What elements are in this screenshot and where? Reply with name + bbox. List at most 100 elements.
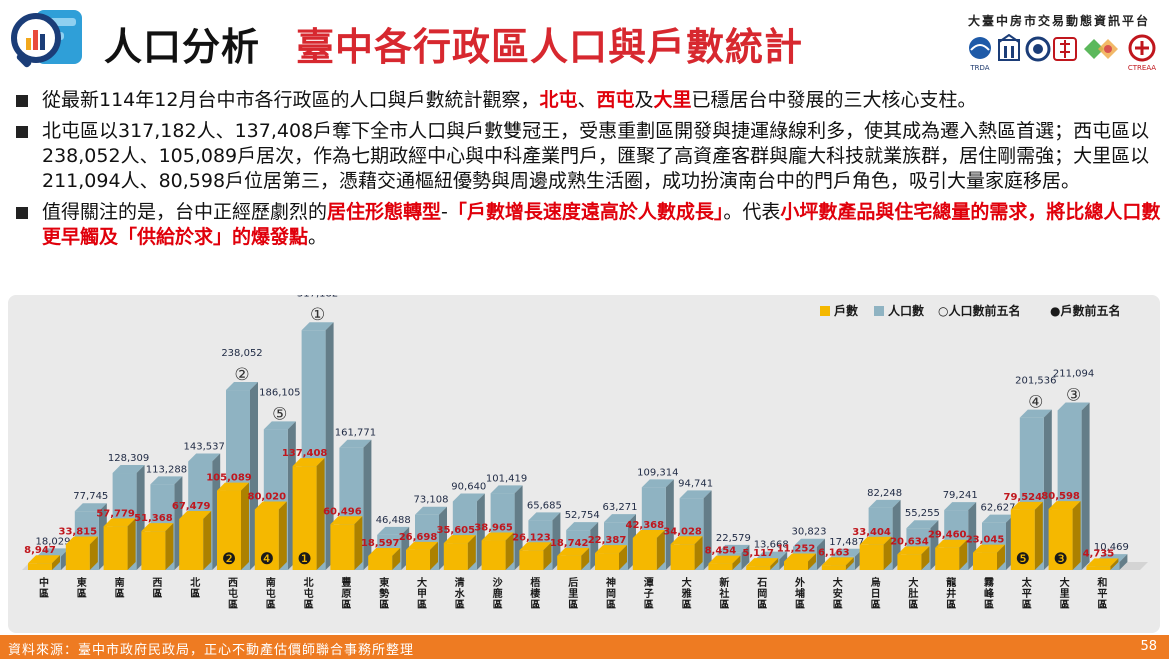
x-tick-label: 北區 xyxy=(190,576,200,600)
bar-households-top xyxy=(746,558,779,567)
legend-households-swatch xyxy=(820,306,830,316)
bar-households-side xyxy=(732,555,741,570)
x-tick-char: 新 xyxy=(719,576,729,589)
x-tick-char: 岡 xyxy=(606,588,616,600)
bullet-item: 值得關注的是，台中正經歷劇烈的居住形態轉型-「戶數增長速度遠高於人數成長」。代表… xyxy=(14,200,1162,250)
bar-population-top xyxy=(944,502,977,511)
bar-households-side xyxy=(1034,501,1043,570)
x-tick-label: 豐原區 xyxy=(341,576,351,611)
x-tick-char: 區 xyxy=(341,599,351,611)
households-data-label: 34,028 xyxy=(663,526,702,537)
bullet-list: 從最新114年12月台中市各行政區的人口與戶數統計觀察，北屯、西屯及大里已穩居台… xyxy=(14,88,1162,256)
bullet-text: 已穩居台中發展的三大核心支柱。 xyxy=(691,89,977,111)
population-data-label: 62,627 xyxy=(981,503,1016,514)
x-tick-char: 鹿 xyxy=(493,587,503,600)
households-data-label: 8,454 xyxy=(705,546,737,557)
population-data-label: 109,314 xyxy=(637,467,678,478)
x-tick-label: 中區 xyxy=(39,576,49,600)
households-data-label: 33,815 xyxy=(59,526,98,537)
households-data-label: 137,408 xyxy=(282,448,328,459)
x-tick-char: 中 xyxy=(39,576,49,589)
x-tick-label: 烏日區 xyxy=(871,576,881,611)
bar-households-side xyxy=(505,532,514,570)
bar-households-side xyxy=(808,553,816,570)
x-tick-char: 區 xyxy=(455,599,465,611)
population-rank-marker: ③ xyxy=(1066,385,1081,405)
bar-households xyxy=(897,554,922,570)
chart-panel: 18,029 8,947 中區 77,745 33,815 東區 128,309 57,779… xyxy=(8,295,1160,633)
households-data-label: 105,089 xyxy=(206,473,252,484)
x-tick-char: 區 xyxy=(228,599,238,611)
bar-households-side xyxy=(278,501,287,570)
bar-households-top xyxy=(103,518,136,527)
population-data-label: 94,741 xyxy=(678,478,713,489)
bar-households-top xyxy=(217,482,249,491)
bar-households-top xyxy=(821,557,854,566)
x-tick-char: 區 xyxy=(77,588,87,600)
households-data-label: 26,123 xyxy=(512,532,551,543)
population-data-label: 90,640 xyxy=(451,481,486,492)
x-tick-label: 沙鹿區 xyxy=(493,577,503,611)
x-tick-char: 平 xyxy=(1097,588,1107,600)
population-data-label: 113,288 xyxy=(146,464,187,475)
bullet-text: 。代表 xyxy=(723,201,781,223)
bullet-text: 北屯區以317,182人、137,408戶奪下全市人口與戶數雙冠王，受惠重劃區開… xyxy=(42,120,1150,192)
bar-population-side xyxy=(1119,554,1128,570)
x-tick-char: 沙 xyxy=(493,577,503,589)
bar-population-top xyxy=(415,506,447,515)
bar-population-side xyxy=(703,490,712,570)
x-tick-label: 東勢區 xyxy=(379,576,389,611)
x-tick-char: 區 xyxy=(152,588,162,600)
households-data-label: 80,598 xyxy=(1041,491,1080,502)
page-subtitle: 臺中各行政區人口與戶數統計 xyxy=(296,25,804,69)
emblem-logo xyxy=(1025,36,1051,62)
bar-population-top xyxy=(263,421,296,430)
x-tick-char: 豐 xyxy=(341,576,351,589)
population-data-label: 161,771 xyxy=(335,428,376,439)
bar-households xyxy=(330,524,355,570)
population-data-label: 73,108 xyxy=(414,495,449,506)
platform-name: 大臺中房市交易動態資訊平台 xyxy=(968,14,1151,28)
x-tick-char: 屯 xyxy=(266,587,276,600)
bar-households-side xyxy=(165,523,174,570)
population-rank-marker: ① xyxy=(310,305,325,325)
households-data-label: 79,524 xyxy=(1004,492,1043,503)
households-data-label: 80,020 xyxy=(248,492,287,503)
bar-households-top xyxy=(292,458,325,467)
bullet-item: 北屯區以317,182人、137,408戶奪下全市人口與戶數雙冠王，受惠重劃區開… xyxy=(14,119,1162,194)
bar-households-top xyxy=(28,555,60,564)
bar-households xyxy=(1086,566,1111,570)
population-data-label: 18,029 xyxy=(36,536,71,547)
x-tick-char: 大 xyxy=(908,576,918,589)
x-tick-char: 肚 xyxy=(907,587,918,600)
bar-households xyxy=(746,566,771,570)
x-tick-label: 新社區 xyxy=(718,576,729,611)
bullet-text: 及 xyxy=(634,89,654,111)
bar-households-side xyxy=(543,542,552,570)
bar-households-side xyxy=(52,555,60,570)
bar-households-side xyxy=(656,529,665,570)
households-data-label: 42,368 xyxy=(626,520,665,531)
households-data-label: 5,117 xyxy=(742,548,774,559)
footer: 資料來源：臺中市政府民政局，正心不動產估價師聯合事務所整理 58 xyxy=(0,635,1169,659)
bar-households-top xyxy=(406,541,438,550)
bar-population-side xyxy=(325,322,334,570)
bar-population-top xyxy=(982,514,1014,523)
x-tick-char: 霧 xyxy=(984,577,995,589)
bar-population-side xyxy=(892,499,901,570)
legend-population-label: 人口數 xyxy=(888,303,924,318)
bar-households-side xyxy=(89,536,98,570)
bar-households xyxy=(28,563,52,570)
households-data-label: 67,479 xyxy=(172,501,211,512)
population-data-label: 30,823 xyxy=(792,527,827,538)
bullet-square-icon xyxy=(16,207,28,219)
x-tick-char: 南 xyxy=(266,576,276,589)
households-data-label: 8,947 xyxy=(24,545,56,556)
bar-households-top xyxy=(443,535,476,544)
population-data-label: 201,536 xyxy=(1015,376,1056,387)
x-tick-char: 原 xyxy=(341,588,351,600)
x-tick-char: 區 xyxy=(606,599,616,611)
households-data-label: 35,605 xyxy=(437,525,476,536)
households-data-label: 26,698 xyxy=(399,532,438,543)
